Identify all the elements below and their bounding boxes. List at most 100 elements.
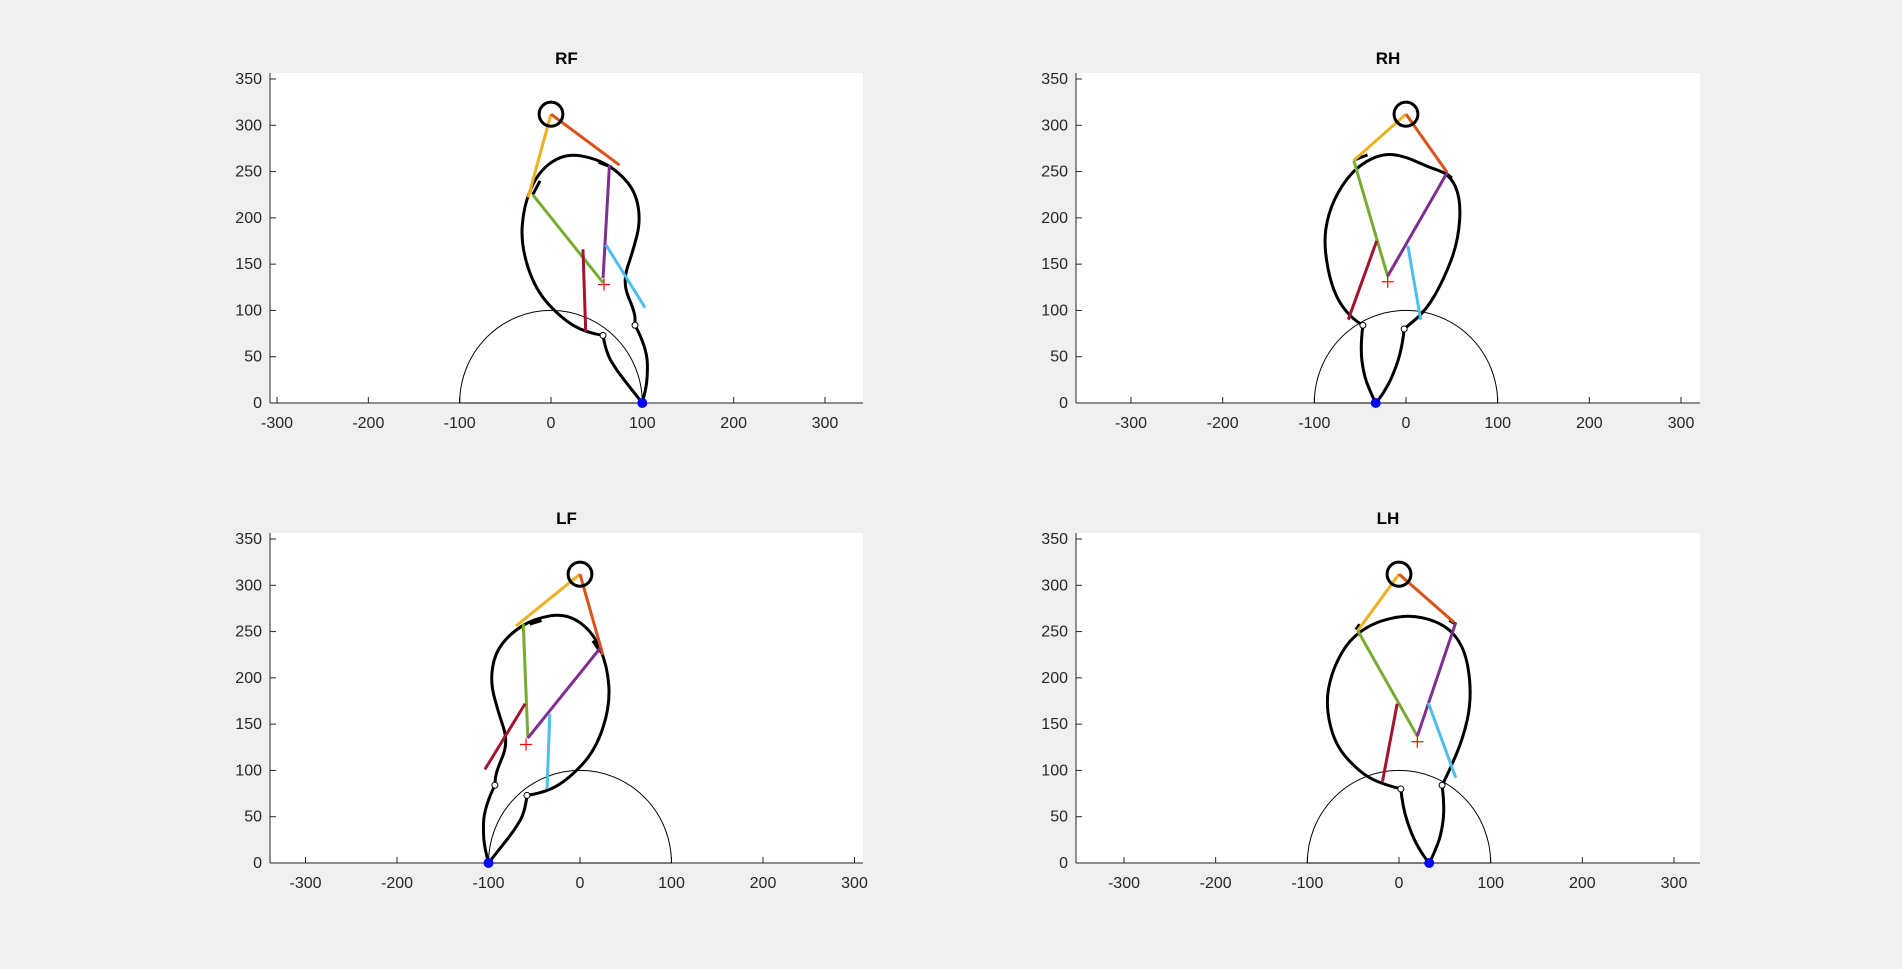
y-tick-label: 0 xyxy=(253,395,262,412)
outline-curve xyxy=(601,335,644,404)
y-tick-label: 200 xyxy=(1041,670,1068,687)
y-tick-label: 250 xyxy=(1041,164,1068,181)
link-green xyxy=(531,193,605,284)
reach-semicircle xyxy=(1306,770,1492,864)
chart-title: RF xyxy=(555,49,578,68)
link-green xyxy=(1356,629,1419,737)
outline-tick xyxy=(531,180,542,196)
x-tick-label: 300 xyxy=(812,415,839,432)
link-purple xyxy=(1415,621,1458,737)
x-tick-label: -100 xyxy=(472,875,504,892)
outline-curve xyxy=(1323,152,1462,331)
x-tick-label: 100 xyxy=(1484,415,1511,432)
x-tick-label: 100 xyxy=(1477,875,1504,892)
link-orange xyxy=(578,573,605,656)
x-tick-label: 200 xyxy=(1569,875,1596,892)
link-orange xyxy=(550,112,621,167)
link-cyan xyxy=(545,713,552,789)
y-tick-label: 150 xyxy=(1041,716,1068,733)
y-tick-label: 0 xyxy=(253,855,262,872)
outline-curve xyxy=(1427,785,1446,864)
x-tick-label: 0 xyxy=(547,415,556,432)
y-tick-label: 150 xyxy=(235,256,262,273)
chart-title: LF xyxy=(556,509,577,528)
foot-point xyxy=(1424,858,1435,868)
x-tick-label: 100 xyxy=(629,415,656,432)
outline-curve xyxy=(520,153,641,337)
y-tick-label: 0 xyxy=(1059,855,1068,872)
y-tick-label: 100 xyxy=(1041,302,1068,319)
link-maroon xyxy=(483,702,527,771)
y-tick-label: 200 xyxy=(235,210,262,227)
link-yellow xyxy=(526,113,553,198)
plot-area xyxy=(1076,533,1700,863)
y-tick-label: 150 xyxy=(1041,256,1068,273)
subplot-lh: 0 50 100 150 200 250 300 350 -300 -200 -100 0 100 200… xyxy=(1041,509,1700,892)
x-tick-label: 200 xyxy=(750,875,777,892)
x-tick-label: 200 xyxy=(720,415,747,432)
y-tick-label: 100 xyxy=(1041,762,1068,779)
x-tick-label: -200 xyxy=(352,415,384,432)
link-cyan xyxy=(604,243,647,309)
link-purple xyxy=(1386,171,1449,277)
outline-curve xyxy=(1399,788,1431,864)
reach-semicircle xyxy=(487,770,673,864)
y-tick-label: 300 xyxy=(235,117,262,134)
joint-point xyxy=(1359,321,1367,329)
y-tick-label: 100 xyxy=(235,302,262,319)
y-tick-label: 200 xyxy=(1041,210,1068,227)
x-tick-label: -300 xyxy=(261,415,293,432)
x-tick-label: 0 xyxy=(1402,415,1411,432)
link-purple xyxy=(601,165,611,279)
x-tick-label: 300 xyxy=(1668,415,1695,432)
joint-point xyxy=(1400,325,1408,333)
link-maroon xyxy=(1381,703,1399,782)
x-tick-label: 200 xyxy=(1576,415,1603,432)
foot-point xyxy=(1370,398,1381,408)
x-tick-label: -300 xyxy=(1108,875,1140,892)
subplot-rh: 0 50 100 150 200 250 300 350 -300 -200 -100 0 100 200… xyxy=(1041,49,1700,432)
y-tick-label: 250 xyxy=(235,624,262,641)
reach-semicircle xyxy=(1313,310,1499,404)
y-tick-label: 300 xyxy=(1041,577,1068,594)
link-green xyxy=(521,624,530,739)
y-tick-label: 350 xyxy=(1041,531,1068,548)
hip-circle xyxy=(537,100,565,128)
x-tick-label: 0 xyxy=(1395,875,1404,892)
outline-curve xyxy=(487,795,529,864)
link-purple xyxy=(526,647,602,739)
x-tick-label: -300 xyxy=(1115,415,1147,432)
joint-point xyxy=(523,791,531,799)
hip-circle xyxy=(1385,560,1413,588)
y-tick-label: 100 xyxy=(235,762,262,779)
outline-curve xyxy=(490,613,611,797)
subplot-rf: 0 50 100 150 200 250 300 350 -300 -200 -100 0 100 200… xyxy=(235,49,863,432)
chart-title: RH xyxy=(1376,49,1401,68)
y-tick-label: 50 xyxy=(244,809,262,826)
link-green xyxy=(1352,160,1390,277)
x-tick-label: 300 xyxy=(841,875,868,892)
x-tick-label: -200 xyxy=(1200,875,1232,892)
outline-tick xyxy=(1354,623,1361,631)
outline-curve xyxy=(1359,325,1378,404)
link-maroon xyxy=(1346,240,1379,321)
y-tick-label: 350 xyxy=(235,531,262,548)
y-tick-label: 50 xyxy=(1050,349,1068,366)
x-tick-label: -100 xyxy=(444,415,476,432)
hip-circle xyxy=(566,560,594,588)
foot-point xyxy=(637,398,648,408)
x-tick-label: 300 xyxy=(1661,875,1688,892)
x-tick-label: -100 xyxy=(1291,875,1323,892)
joint-point xyxy=(1397,785,1405,793)
hip-circle xyxy=(1392,100,1420,128)
x-tick-label: 100 xyxy=(658,875,685,892)
joint-point xyxy=(1438,781,1446,789)
chart-title: LH xyxy=(1377,509,1400,528)
outline-curve xyxy=(1374,328,1406,404)
outline-curve xyxy=(633,324,649,404)
joint-point xyxy=(631,321,639,329)
y-tick-label: 350 xyxy=(235,71,262,88)
link-cyan xyxy=(1426,702,1458,779)
outline-tick xyxy=(529,619,543,626)
link-cyan xyxy=(1406,245,1423,320)
